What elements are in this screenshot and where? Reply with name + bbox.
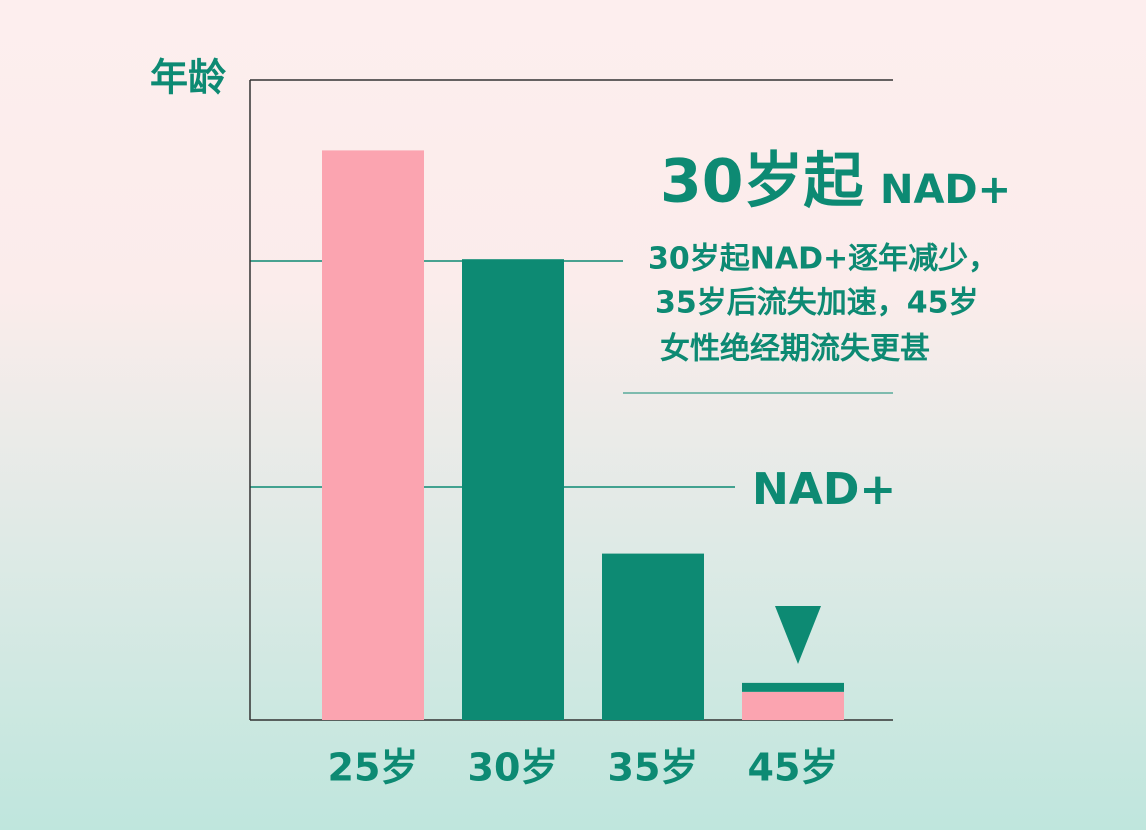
x-tick-label: 30岁 xyxy=(468,746,559,790)
bar xyxy=(742,682,844,692)
bar xyxy=(322,150,424,720)
headline: 30岁起 xyxy=(660,147,864,217)
marker-label: NAD+ xyxy=(752,464,896,515)
x-tick-label: 45岁 xyxy=(748,746,839,790)
annotation-line: 30岁起NAD+逐年减少， xyxy=(648,242,998,277)
arrow-marker xyxy=(775,606,821,664)
bar xyxy=(602,553,704,720)
annotation-line: 女性绝经期流失更甚 xyxy=(660,332,930,367)
bar xyxy=(742,691,844,720)
bar xyxy=(462,259,564,720)
headline-suffix: NAD+ xyxy=(880,167,1011,213)
annotation-line: 35岁后流失加速，45岁 xyxy=(655,286,979,321)
y-axis-label: 年龄 xyxy=(150,56,226,100)
x-tick-label: 35岁 xyxy=(608,746,699,790)
x-tick-label: 25岁 xyxy=(328,746,419,790)
